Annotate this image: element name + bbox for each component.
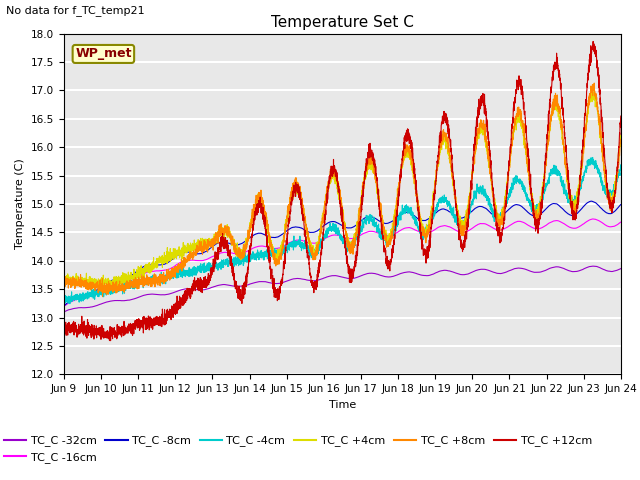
TC_C +8cm — [617, 138, 625, 144]
TC_C +8cm — [564, 185, 572, 191]
TC_C +12cm — [397, 175, 404, 181]
Line: TC_C -8cm: TC_C -8cm — [64, 201, 621, 306]
TC_C +8cm — [590, 80, 598, 86]
TC_C +8cm — [406, 151, 414, 157]
TC_C +8cm — [397, 175, 404, 180]
TC_C -16cm — [617, 219, 625, 225]
X-axis label: Time: Time — [329, 400, 356, 409]
TC_C -16cm — [216, 251, 223, 256]
Line: TC_C -4cm: TC_C -4cm — [64, 157, 621, 305]
Legend: TC_C -32cm, TC_C -16cm, TC_C -8cm, TC_C -4cm, TC_C +4cm, TC_C +8cm, TC_C +12cm: TC_C -32cm, TC_C -16cm, TC_C -8cm, TC_C … — [0, 431, 596, 468]
Line: TC_C +8cm: TC_C +8cm — [64, 83, 621, 297]
TC_C -4cm — [60, 302, 68, 308]
TC_C -32cm — [406, 269, 414, 275]
TC_C -32cm — [564, 267, 572, 273]
TC_C +8cm — [99, 294, 106, 300]
TC_C -4cm — [564, 200, 572, 205]
TC_C -32cm — [617, 266, 625, 272]
TC_C +4cm — [588, 88, 595, 94]
TC_C -8cm — [179, 250, 187, 256]
TC_C +4cm — [564, 177, 572, 183]
TC_C +8cm — [180, 260, 188, 265]
TC_C +4cm — [98, 288, 106, 293]
TC_C -32cm — [617, 266, 625, 272]
TC_C +12cm — [617, 116, 625, 121]
TC_C +12cm — [617, 113, 625, 119]
TC_C +12cm — [564, 177, 572, 182]
TC_C -32cm — [589, 263, 596, 269]
Text: No data for f_TC_temp21: No data for f_TC_temp21 — [6, 5, 145, 16]
TC_C +12cm — [180, 297, 188, 303]
TC_C +4cm — [617, 134, 625, 140]
TC_C -4cm — [617, 165, 625, 170]
TC_C +4cm — [180, 248, 188, 254]
TC_C -4cm — [216, 261, 223, 267]
TC_C -4cm — [406, 212, 414, 218]
TC_C +12cm — [107, 338, 115, 344]
TC_C +4cm — [406, 156, 414, 162]
TC_C -16cm — [406, 225, 414, 231]
TC_C -8cm — [406, 210, 414, 216]
Text: WP_met: WP_met — [75, 48, 132, 60]
TC_C +4cm — [60, 279, 68, 285]
TC_C -8cm — [617, 202, 625, 208]
Line: TC_C -32cm: TC_C -32cm — [64, 266, 621, 312]
TC_C -4cm — [397, 217, 404, 223]
TC_C -16cm — [397, 228, 404, 233]
TC_C -32cm — [397, 271, 404, 276]
TC_C +12cm — [589, 38, 597, 44]
TC_C +12cm — [60, 324, 68, 329]
TC_C +4cm — [397, 173, 404, 179]
TC_C -4cm — [60, 300, 68, 306]
TC_C -32cm — [216, 282, 223, 288]
TC_C +8cm — [617, 136, 625, 142]
TC_C -32cm — [179, 287, 187, 292]
TC_C +8cm — [216, 231, 223, 237]
TC_C -16cm — [179, 258, 187, 264]
TC_C -8cm — [588, 198, 595, 204]
TC_C -4cm — [589, 155, 596, 160]
Line: TC_C -16cm: TC_C -16cm — [64, 219, 621, 306]
TC_C +4cm — [617, 134, 625, 140]
Line: TC_C +12cm: TC_C +12cm — [64, 41, 621, 341]
TC_C +4cm — [216, 225, 223, 230]
Y-axis label: Temperature (C): Temperature (C) — [15, 158, 26, 250]
TC_C -16cm — [589, 216, 596, 222]
TC_C -8cm — [60, 303, 68, 309]
Line: TC_C +4cm: TC_C +4cm — [64, 91, 621, 290]
TC_C +12cm — [406, 138, 414, 144]
TC_C +12cm — [216, 240, 223, 245]
TC_C -4cm — [180, 272, 188, 277]
TC_C -8cm — [216, 240, 223, 245]
TC_C -4cm — [617, 162, 625, 168]
TC_C -16cm — [617, 219, 625, 225]
TC_C -8cm — [397, 211, 404, 217]
TC_C -8cm — [617, 202, 625, 207]
TC_C -8cm — [564, 211, 572, 216]
TC_C -32cm — [60, 309, 68, 315]
TC_C -16cm — [60, 303, 68, 309]
TC_C +8cm — [60, 283, 68, 289]
TC_C -16cm — [564, 223, 572, 229]
Title: Temperature Set C: Temperature Set C — [271, 15, 414, 30]
